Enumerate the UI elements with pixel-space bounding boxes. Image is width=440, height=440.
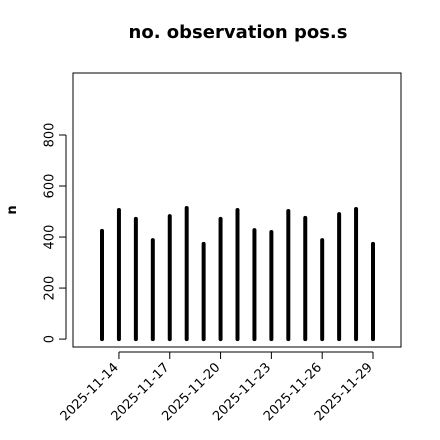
plot-box — [72, 72, 402, 348]
y-tick-label: 800 — [43, 123, 58, 148]
y-tick-label: 0 — [43, 335, 58, 343]
y-axis-label: n — [5, 205, 20, 214]
chart-title: no. observation pos.s — [129, 22, 348, 43]
y-tick-label: 200 — [43, 276, 58, 301]
y-tick-label: 600 — [43, 174, 58, 199]
y-tick-label: 400 — [43, 225, 58, 250]
